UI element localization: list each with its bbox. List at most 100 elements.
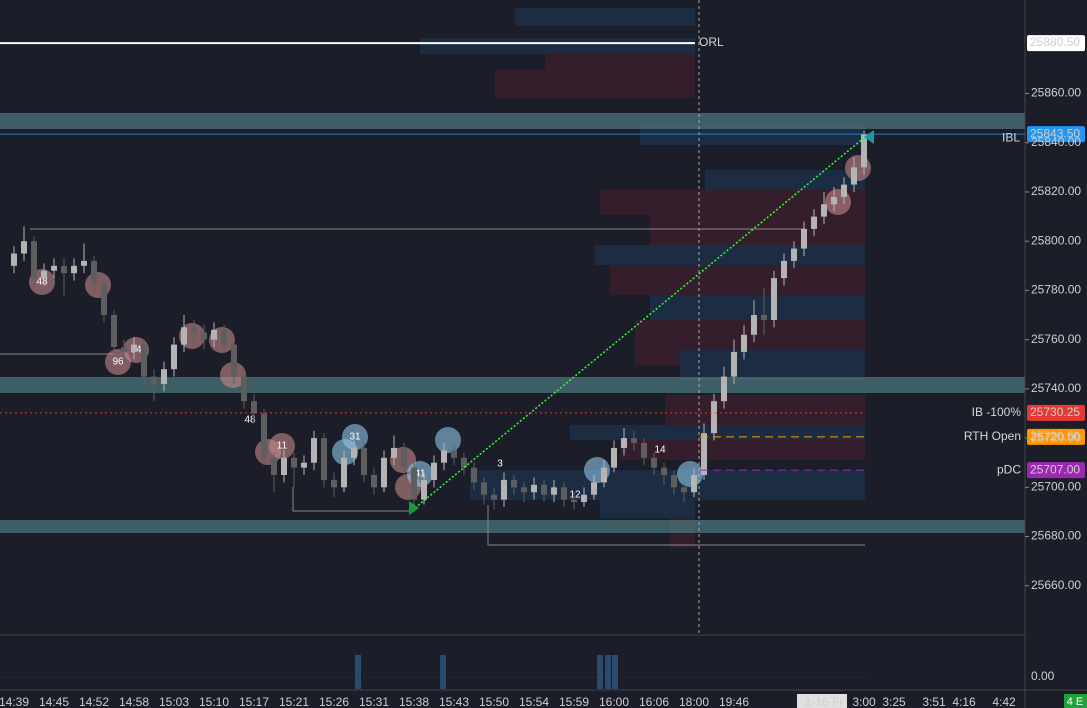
candle-body [251,401,257,414]
candle-body [31,241,37,279]
volume-bar [355,655,361,689]
x-tick-label: 14:39 [0,695,29,708]
x-tick-label: 15:59 [559,695,589,708]
volume-bar [605,655,611,689]
candle-body [21,241,27,254]
candle-body [661,467,667,476]
level-name: IB -100% [972,405,1022,419]
candle-body [441,450,447,463]
bubble-label: 31 [349,432,361,443]
candle-body [621,438,627,448]
range-line [0,228,865,546]
candle-body [641,443,647,458]
candle-body [771,278,777,320]
candle-body [321,438,327,480]
candle-body [731,351,737,377]
x-tick-label: 19:46 [719,695,749,708]
candle-body [91,260,97,284]
x-tick-label: 4:42 [992,695,1016,708]
volume-profile [420,8,865,548]
candle-body [391,447,397,458]
volume-tick-label: 0.00 [1031,669,1055,683]
x-tick-label: 15:31 [359,695,389,708]
candle-body [101,283,107,316]
bubble-label: 48 [36,277,48,288]
y-tick-label: 25820.00 [1031,184,1081,198]
price-box [1027,428,1085,445]
candle-body [401,447,407,468]
candle-body [231,344,237,377]
candle-body [471,467,477,483]
badge-bg [1064,694,1087,708]
candle-body [711,401,717,434]
candle-body [611,447,617,468]
x-tick-label: 3:00 [852,695,876,708]
candles [11,130,867,510]
price-box [1027,126,1085,143]
y-tick-label: 25700.00 [1031,479,1081,493]
candle-body [351,447,357,458]
x-tick-label: 14:52 [79,695,109,708]
candle-body [421,479,427,500]
candle-body [681,487,687,493]
bubble [85,272,111,298]
candle-body [331,479,337,488]
x-tick-label: 15:21 [279,695,309,708]
bubble [845,155,871,181]
level-name: ORL [699,35,724,49]
volume-bar [597,655,603,689]
price-box [1027,462,1085,479]
candle-body [741,334,747,352]
level-name: RTH Open [964,429,1021,443]
level-name: pDC [997,462,1021,476]
candle-body [131,344,137,352]
candle-body [261,413,267,458]
trend-line [414,136,866,509]
price-box-label: 25720.50 [1030,429,1080,443]
bubble-label: 11 [277,441,288,452]
candle-body [671,475,677,488]
bubble-label: 3 [497,459,503,470]
candle-body [141,344,147,377]
x-tick-label: 15:26 [319,695,349,708]
bubble [342,424,368,450]
candle-body [211,329,217,340]
zone [0,113,1025,129]
y-tick-label: 25680.00 [1031,529,1081,543]
candle-body [581,494,587,503]
corner-badge: 4 E [1067,696,1084,708]
price-box-label: 25880.50 [1030,35,1080,49]
candle-body [61,265,67,274]
candle-body [191,327,197,333]
candle-body [821,204,827,217]
x-tick-label: 15:43 [439,695,469,708]
candle-body [41,270,47,279]
candle-body [121,347,127,352]
candle-body [361,447,367,476]
candle-body [691,475,697,493]
candle-body [171,344,177,370]
x-tick-label: 15:54 [519,695,549,708]
y-tick-label: 25860.00 [1031,86,1081,100]
candle-body [381,457,387,488]
x-tick-label: 1-16 Fr [805,695,844,708]
volume-bar [440,655,446,689]
candle-body [371,475,377,488]
candle-body [161,369,167,384]
candle-body [51,265,57,271]
x-tick-label: 15:50 [479,695,509,708]
x-tick-label: 15:38 [399,695,429,708]
y-tick-label: 25740.00 [1031,381,1081,395]
y-tick-label: 25760.00 [1031,332,1081,346]
candle-body [201,332,207,340]
x-tick-label: 14:45 [39,695,69,708]
candle-body [561,487,567,500]
x-tick-label: 3:51 [922,695,946,708]
bubble-label: 48 [244,415,256,426]
candle-body [81,260,87,266]
candle-body [861,134,867,168]
candle-body [721,376,727,402]
zone [0,520,1025,533]
x-tick-label: 15:17 [239,695,269,708]
